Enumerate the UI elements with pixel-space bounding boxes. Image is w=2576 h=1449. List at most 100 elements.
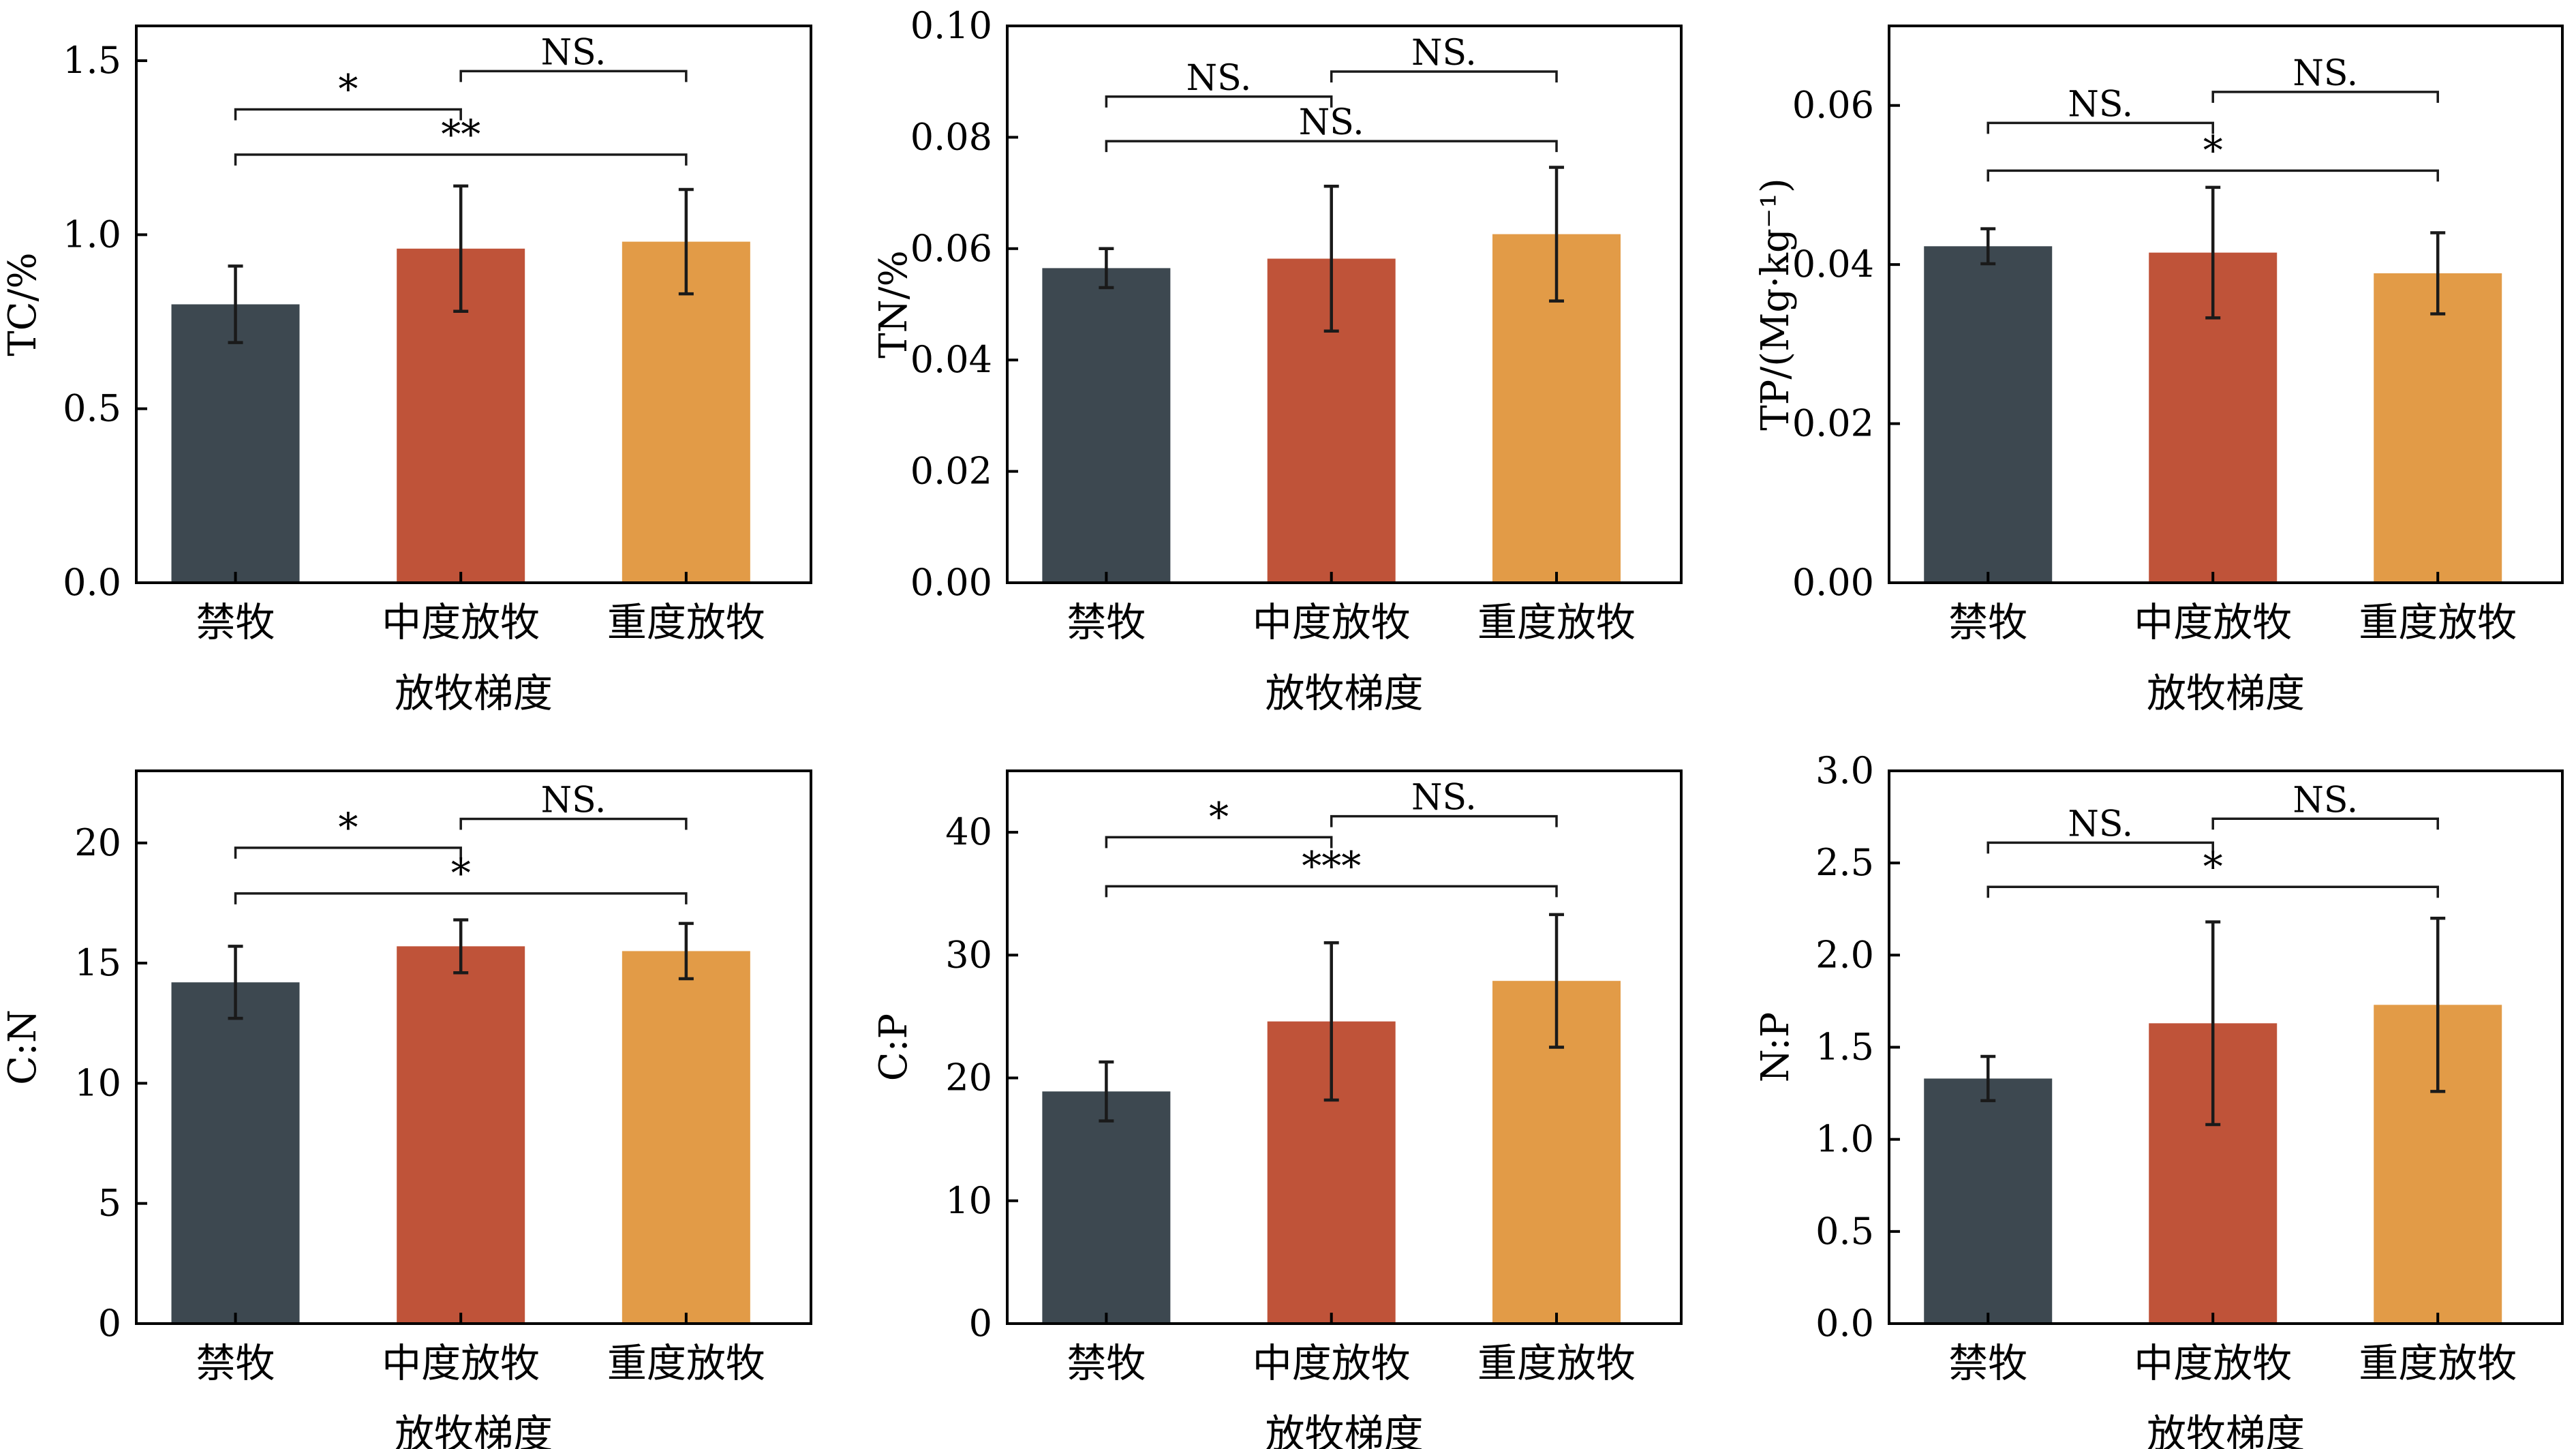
significance-label: NS.: [1299, 102, 1364, 143]
x-axis-label: 放牧梯度: [1265, 670, 1423, 716]
significance-bracket: *: [234, 804, 462, 859]
error-bar-2: [453, 184, 469, 313]
significance-label: NS.: [2068, 804, 2133, 844]
y-axis-label: N:P: [1753, 1012, 1798, 1083]
y-tick-label: 0.10: [910, 4, 992, 47]
x-tick-label: 重度放牧: [607, 1340, 765, 1386]
y-tick-label: 1.0: [63, 213, 121, 256]
y-tick-label: 0.06: [1792, 84, 1874, 127]
y-axis-label: TN/%: [872, 250, 916, 358]
x-tick-label: 重度放牧: [1477, 1340, 1636, 1386]
bar-2: [397, 946, 525, 1324]
error-bar-3: [678, 921, 694, 981]
y-tick-label: 0.00: [910, 561, 992, 604]
error-bar-1: [228, 945, 243, 1020]
significance-label: *: [1209, 793, 1229, 840]
bar-3: [622, 951, 750, 1324]
bar-3: [622, 241, 750, 583]
error-bar-2: [2205, 185, 2221, 320]
y-tick-label: 1.0: [1815, 1118, 1874, 1161]
x-tick-label: 禁牧: [1067, 599, 1146, 645]
bar-1: [1924, 246, 2053, 583]
error-bar-3: [678, 187, 694, 296]
significance-bracket: NS.: [1330, 778, 1558, 827]
significance-bracket: NS.: [1987, 84, 2214, 134]
bar-1: [1042, 268, 1171, 583]
significance-label: NS.: [1411, 778, 1477, 819]
error-bar-2: [1323, 185, 1339, 333]
y-tick-label: 0.00: [1792, 561, 1874, 604]
x-axis-label: 放牧梯度: [2147, 670, 2305, 716]
y-axis-label: TP/(Mg·kg⁻¹): [1753, 178, 1798, 430]
error-bar-1: [1099, 247, 1114, 290]
chart-panel-6: NS. NS. * 0.0 0.5 1.0 1.5 2.0 2.5 3.0 禁牧 中度放牧 重度放牧放牧…: [1753, 749, 2564, 1449]
axes-frame: [135, 769, 812, 1325]
significance-bracket: NS.: [459, 780, 688, 830]
y-tick-label: 1.5: [63, 39, 121, 82]
y-tick-label: 0.0: [1815, 1302, 1874, 1345]
significance-bracket: NS.: [1987, 804, 2214, 854]
error-bar-3: [1549, 166, 1565, 303]
x-tick-label: 重度放牧: [2359, 1340, 2517, 1386]
significance-bracket: *: [1105, 793, 1333, 849]
significance-label: *: [2203, 127, 2223, 173]
x-tick-label: 中度放牧: [382, 1340, 540, 1386]
y-tick-label: 0: [969, 1302, 992, 1345]
bar-1: [171, 304, 300, 583]
significance-label: *: [2203, 843, 2223, 889]
significance-bracket: NS.: [1105, 102, 1558, 153]
significance-label: NS.: [541, 780, 607, 821]
bar-1: [1924, 1078, 2053, 1324]
significance-label: *: [338, 66, 358, 112]
y-axis-label: TC/%: [1, 252, 45, 356]
x-tick-label: 中度放牧: [1253, 599, 1411, 645]
bar-3: [2374, 273, 2502, 583]
significance-label: *: [338, 804, 358, 851]
y-tick-label: 40: [945, 810, 992, 853]
x-tick-label: 中度放牧: [382, 599, 540, 645]
y-axis-label: C:N: [1, 1009, 45, 1085]
error-bar-2: [1323, 941, 1339, 1102]
significance-label: NS.: [2293, 53, 2358, 94]
x-tick-label: 禁牧: [1948, 1340, 2027, 1386]
x-tick-label: 中度放牧: [2134, 599, 2292, 645]
x-tick-label: 重度放牧: [607, 599, 765, 645]
significance-bracket: NS.: [1105, 58, 1333, 108]
significance-bracket: NS.: [459, 32, 688, 82]
x-tick-label: 重度放牧: [2359, 599, 2517, 645]
x-tick-label: 重度放牧: [1477, 599, 1636, 645]
y-tick-label: 15: [74, 941, 121, 984]
y-tick-label: 30: [945, 933, 992, 976]
x-tick-label: 禁牧: [1067, 1340, 1146, 1386]
significance-label: ***: [1302, 842, 1361, 889]
significance-label: NS.: [2293, 780, 2358, 821]
y-tick-label: 0.08: [910, 115, 992, 158]
significance-bracket: **: [234, 111, 688, 166]
y-tick-label: 0.02: [910, 450, 992, 493]
x-axis-label: 放牧梯度: [395, 1411, 553, 1449]
significance-bracket: *: [1987, 843, 2439, 898]
x-tick-label: 禁牧: [196, 599, 275, 645]
x-tick-label: 中度放牧: [1253, 1340, 1411, 1386]
y-tick-label: 0.0: [63, 561, 121, 604]
error-bar-2: [453, 918, 469, 975]
axes-frame: [1006, 25, 1683, 584]
y-tick-label: 2.0: [1815, 933, 1874, 976]
y-tick-label: 3.0: [1815, 749, 1874, 792]
error-bar-1: [228, 264, 243, 344]
error-bar-1: [1980, 1054, 1996, 1103]
significance-label: NS.: [541, 32, 607, 73]
y-tick-label: 0.5: [1815, 1210, 1874, 1253]
significance-bracket: NS.: [1330, 33, 1558, 82]
significance-bracket: NS.: [2211, 780, 2439, 830]
y-tick-label: 0.02: [1792, 402, 1874, 445]
significance-bracket: *: [234, 66, 462, 121]
y-tick-label: 1.5: [1815, 1026, 1874, 1069]
y-tick-label: 10: [74, 1061, 121, 1104]
y-tick-label: 20: [74, 821, 121, 864]
x-axis-label: 放牧梯度: [395, 670, 553, 716]
